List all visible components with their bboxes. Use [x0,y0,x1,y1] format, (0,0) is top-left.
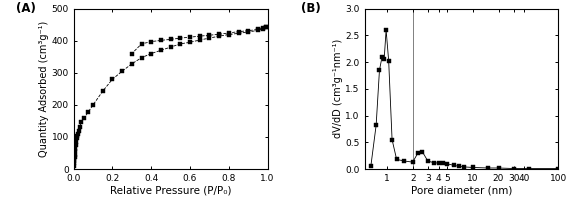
X-axis label: Pore diameter (nm): Pore diameter (nm) [411,186,512,196]
X-axis label: Relative Pressure (P/P₀): Relative Pressure (P/P₀) [110,186,231,196]
Y-axis label: Quantity Adsorbed (cm³g⁻¹): Quantity Adsorbed (cm³g⁻¹) [39,21,49,157]
Text: (A): (A) [15,2,35,15]
Y-axis label: dV/dD (cm³g⁻¹nm⁻¹): dV/dD (cm³g⁻¹nm⁻¹) [333,39,342,138]
Text: (B): (B) [301,2,320,15]
